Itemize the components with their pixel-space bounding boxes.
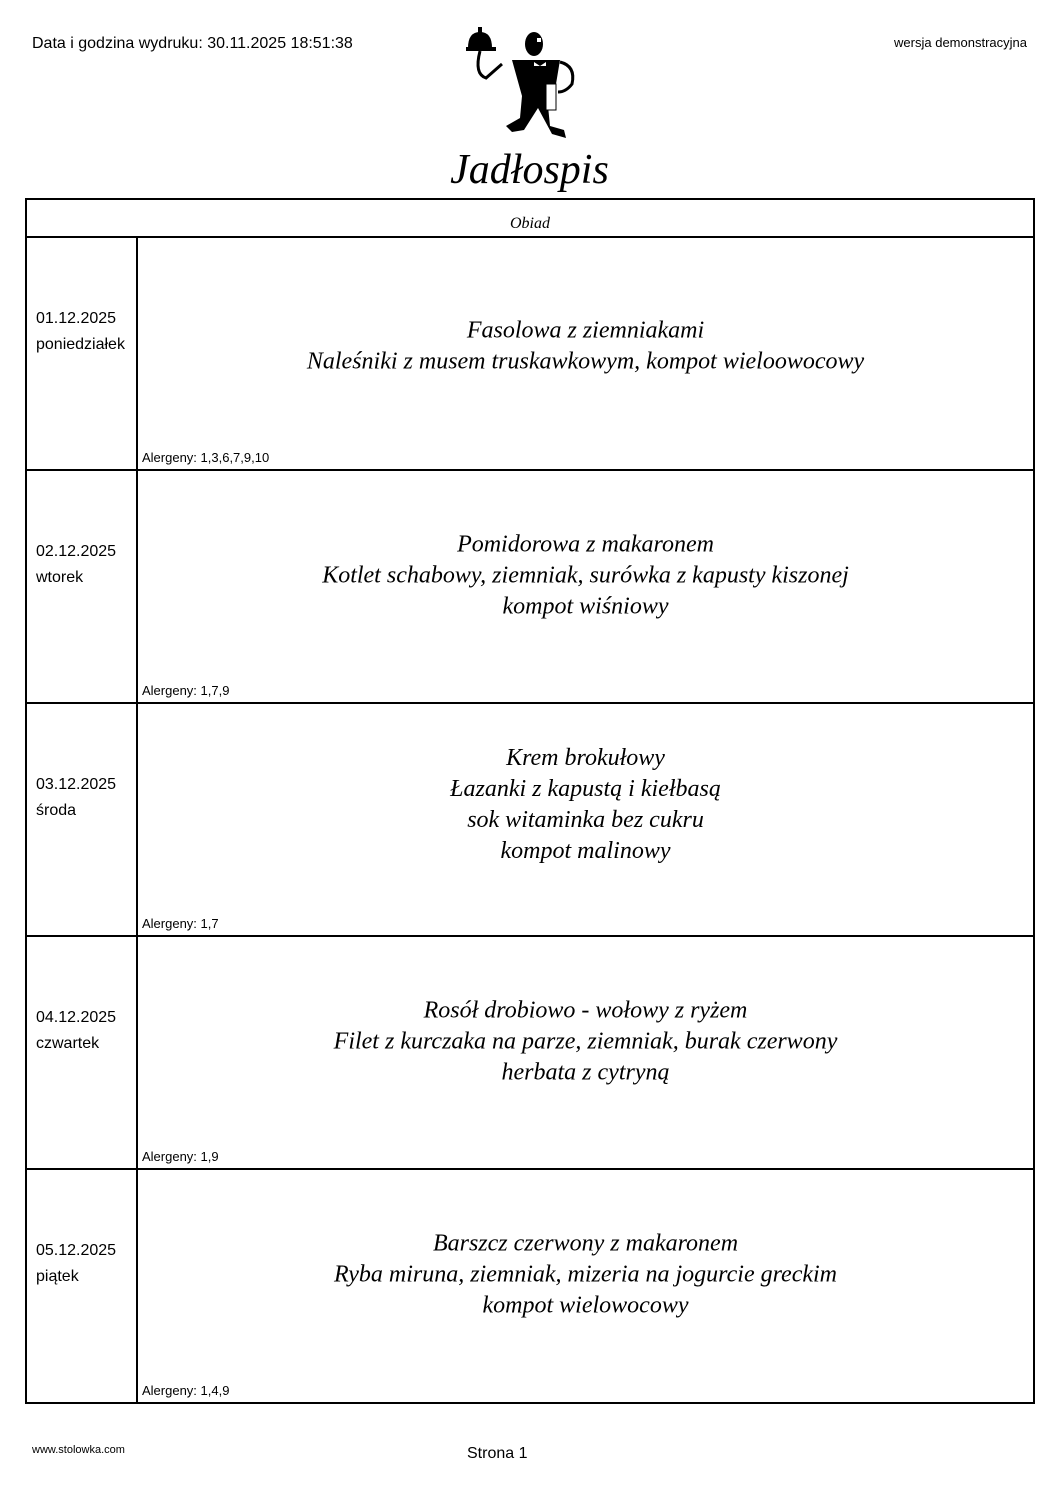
menu-line: Fasolowa z ziemniakami <box>466 317 705 344</box>
menu-line: sok witaminka bez cukru <box>467 806 704 833</box>
column-header: Obiad <box>27 200 1033 238</box>
menu-line: Pomidorowa z makaronem <box>457 530 714 557</box>
weekday: czwartek <box>36 1035 100 1052</box>
menu-line: Krem brokułowy <box>506 744 665 771</box>
menu-items: Fasolowa z ziemniakami Naleśniki z musem … <box>138 315 1033 377</box>
allergens: Alergeny: 1,7 <box>142 916 219 931</box>
weekday: wtorek <box>36 569 84 586</box>
page-number: Strona 1 <box>467 1445 528 1462</box>
waiter-logo <box>466 27 575 138</box>
menu-cell: Pomidorowa z makaronem Kotlet schabowy, z… <box>138 471 1033 702</box>
allergens: Alergeny: 1,3,6,7,9,10 <box>142 450 270 465</box>
menu-line: kompot wiśniowy <box>502 592 669 619</box>
menu-line: herbata z cytryną <box>501 1058 670 1085</box>
table-row: 01.12.2025 poniedziałek Fasolowa z ziemn… <box>27 238 1033 471</box>
table-row: 04.12.2025 czwartek Rosół drobiowo - woł… <box>27 937 1033 1170</box>
menu-items: Krem brokułowy Łazanki z kapustą i kiełba… <box>138 743 1033 867</box>
version-label: wersja demonstracyjna <box>894 35 1027 50</box>
table-row: 02.12.2025 wtorek Pomidorowa z makaronem… <box>27 471 1033 704</box>
menu-cell: Rosół drobiowo - wołowy z ryżem Filet z k… <box>138 937 1033 1168</box>
menu-cell: Barszcz czerwony z makaronem Ryba miruna,… <box>138 1170 1033 1402</box>
menu-items: Rosół drobiowo - wołowy z ryżem Filet z k… <box>138 995 1033 1088</box>
page-title: Jadłospis <box>450 147 609 193</box>
menu-line: kompot wielowocowy <box>482 1292 689 1319</box>
menu-line: Kotlet schabowy, ziemniak, surówka z kap… <box>322 561 849 588</box>
menu-line: Barszcz czerwony z makaronem <box>432 1230 739 1257</box>
menu-cell: Fasolowa z ziemniakami Naleśniki z musem … <box>138 238 1033 469</box>
allergens: Alergeny: 1,4,9 <box>142 1383 230 1398</box>
table-row: 03.12.2025 środa Krem brokułowy Łazanki z… <box>27 704 1033 937</box>
allergens: Alergeny: 1,7,9 <box>142 683 230 698</box>
menu-line: Filet z kurczaka na parze, ziemniak, bur… <box>333 1027 838 1054</box>
menu-line: kompot malinowy <box>500 837 671 864</box>
date-cell: 05.12.2025 piątek <box>27 1170 138 1402</box>
date-cell: 02.12.2025 wtorek <box>27 471 138 702</box>
allergens: Alergeny: 1,9 <box>142 1149 219 1164</box>
date: 05.12.2025 <box>36 1242 117 1259</box>
table-row: 05.12.2025 piątek Barszcz czerwony z mak… <box>27 1170 1033 1402</box>
menu-items: Barszcz czerwony z makaronem Ryba miruna,… <box>138 1228 1033 1321</box>
menu-items: Pomidorowa z makaronem Kotlet schabowy, z… <box>138 529 1033 622</box>
menu-line: Naleśniki z musem truskawkowym, kompot w… <box>306 348 865 375</box>
weekday: piątek <box>36 1268 79 1285</box>
menu-cell: Krem brokułowy Łazanki z kapustą i kiełba… <box>138 704 1033 935</box>
date-cell: 01.12.2025 poniedziałek <box>27 238 138 469</box>
date: 02.12.2025 <box>36 543 117 560</box>
menu-line: Ryba miruna, ziemniak, mizeria na jogurc… <box>333 1261 838 1288</box>
print-date: Data i godzina wydruku: 30.11.2025 18:51… <box>32 35 353 52</box>
date-cell: 04.12.2025 czwartek <box>27 937 138 1168</box>
date-cell: 03.12.2025 środa <box>27 704 138 935</box>
menu-line: Łazanki z kapustą i kiełbasą <box>450 775 721 802</box>
date: 04.12.2025 <box>36 1009 117 1026</box>
weekday: środa <box>36 802 77 819</box>
menu-table: Obiad 01.12.2025 poniedziałek Fasolowa z… <box>25 198 1035 1404</box>
menu-line: Rosół drobiowo - wołowy z ryżem <box>423 996 748 1023</box>
date: 03.12.2025 <box>36 776 117 793</box>
footer-url[interactable]: www.stolowka.com <box>32 1444 125 1456</box>
weekday: poniedziałek <box>36 336 125 353</box>
date: 01.12.2025 <box>36 310 117 327</box>
